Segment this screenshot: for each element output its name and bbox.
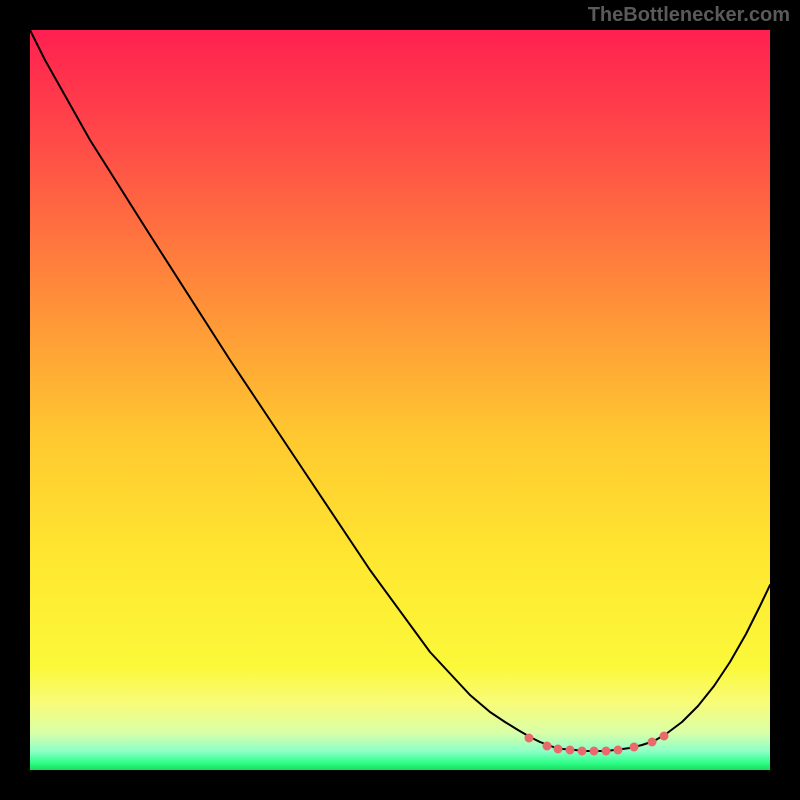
curve-marker [566, 746, 575, 755]
curve-marker [614, 746, 623, 755]
curve-marker [525, 734, 534, 743]
curve-marker [660, 732, 669, 741]
curve-marker [602, 747, 611, 756]
curve-layer [30, 30, 770, 770]
watermark-text: TheBottlenecker.com [588, 4, 790, 27]
curve-marker [590, 747, 599, 756]
curve-marker [554, 745, 563, 754]
curve-marker [578, 747, 587, 756]
curve-marker [648, 738, 657, 747]
main-curve [30, 30, 770, 751]
plot-area [30, 30, 770, 770]
curve-marker [543, 742, 552, 751]
curve-marker [630, 743, 639, 752]
